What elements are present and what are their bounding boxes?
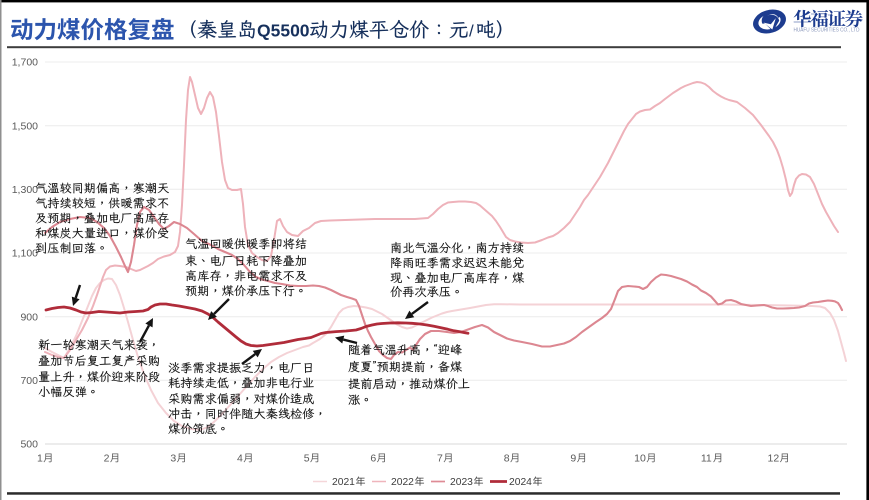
svg-text:4: 4 [237, 453, 243, 465]
svg-text:2024: 2024 [509, 477, 532, 488]
svg-text:8: 8 [504, 453, 510, 465]
svg-text:5: 5 [304, 453, 310, 465]
svg-text:500: 500 [20, 439, 38, 451]
svg-text:Q5500: Q5500 [257, 21, 310, 41]
svg-text:1,100: 1,100 [12, 248, 38, 260]
svg-text:2022: 2022 [391, 477, 414, 488]
svg-text:2: 2 [104, 453, 110, 465]
svg-text:HUAFU SECURITIES CO., LTD: HUAFU SECURITIES CO., LTD [794, 28, 860, 34]
svg-text:2021: 2021 [332, 477, 355, 488]
svg-text:1,300: 1,300 [12, 184, 38, 196]
svg-text:2023: 2023 [450, 477, 473, 488]
svg-text:900: 900 [20, 311, 38, 323]
svg-text:1,700: 1,700 [12, 57, 38, 69]
svg-text:1: 1 [37, 453, 43, 465]
svg-text:10: 10 [634, 453, 646, 465]
svg-text:/: / [469, 22, 474, 41]
svg-text:3: 3 [170, 453, 176, 465]
svg-text:6: 6 [370, 453, 376, 465]
svg-text:9: 9 [570, 453, 576, 465]
svg-text:7: 7 [437, 453, 443, 465]
svg-text:12: 12 [768, 453, 780, 465]
svg-text:1,500: 1,500 [12, 120, 38, 132]
svg-text:11: 11 [701, 453, 712, 465]
svg-text:700: 700 [20, 375, 38, 387]
